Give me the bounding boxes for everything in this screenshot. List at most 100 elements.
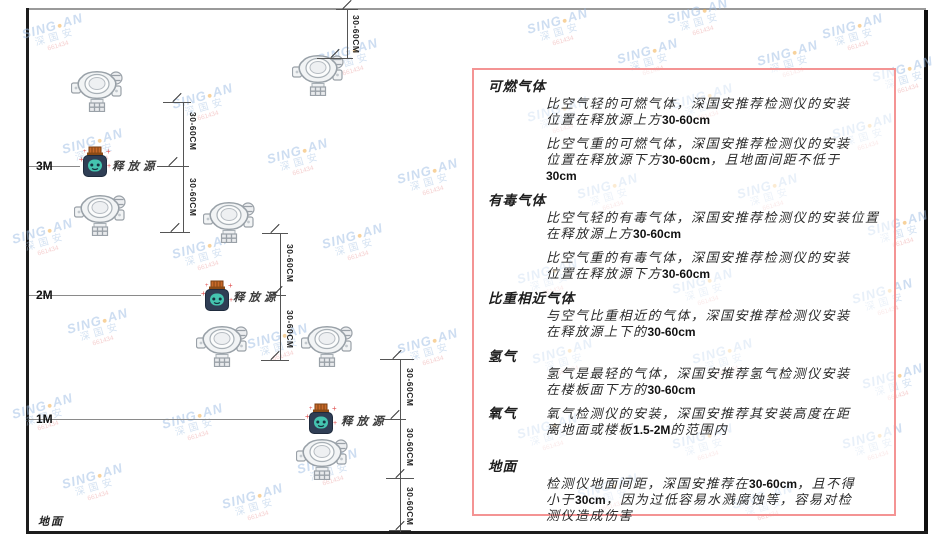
- watermark-dot-icon: ●: [900, 216, 910, 228]
- section-heading: 地面: [488, 459, 517, 474]
- text-line: 离地面或楼板1.5-2M的范围内: [546, 422, 729, 437]
- dimension-line: [400, 359, 401, 532]
- release-source-icon-2m: [200, 280, 234, 312]
- gas-detector-icon: [74, 194, 126, 236]
- watermark-cjk: 深国安: [408, 171, 453, 194]
- watermark-sub: 661434: [691, 24, 715, 38]
- level-label-1m: 1M: [36, 412, 53, 426]
- release-source-label-1m: 释放源: [341, 416, 388, 428]
- watermark-sub: 661434: [186, 429, 210, 443]
- watermark-cjk: 深国安: [678, 11, 723, 34]
- watermark-sub: 661434: [551, 34, 575, 48]
- paragraph: 比空气重的可燃气体，深国安推荐检测仪的安装 位置在释放源下方30-60cm，且地面…: [546, 136, 880, 184]
- watermark-sub: 661434: [421, 184, 445, 198]
- section-body: 与空气比重相近的气体，深国安推荐检测仪安装 在释放源上下的30-60cm: [546, 308, 880, 340]
- text-line: 检测仪地面间距，深国安推荐在30-60cm，且不得: [546, 476, 856, 491]
- panel-section: 可燃气体 比空气轻的可燃气体，深国安推荐检测仪的安装 位置在释放源上方30-60cm…: [488, 78, 880, 184]
- text-line: 30cm: [546, 169, 577, 183]
- watermark-brand: SING●AN: [220, 479, 285, 512]
- level-line-3m: [29, 166, 80, 167]
- section-heading: 比重相近气体: [488, 291, 575, 306]
- gas-detector-icon: [203, 201, 255, 243]
- watermark-cjk: 深国安: [78, 321, 123, 344]
- panel-section: 氧气 氧气检测仪的安装，深国安推荐其安装高度在距 离地面或楼板1.5-2M的范围内: [488, 406, 880, 438]
- dimension-label: 30-60CM: [285, 244, 295, 283]
- watermark-brand: SING●AN: [20, 9, 85, 42]
- text-line: 比空气轻的可燃气体，深国安推荐检测仪的安装: [546, 96, 851, 111]
- section-body: 氢气是最轻的气体，深国安推荐氢气检测仪安装 在楼板面下方的30-60cm: [546, 366, 880, 398]
- watermark-cjk: 深国安: [408, 341, 453, 364]
- watermark-sub: 661434: [291, 164, 315, 178]
- dimension-tick: [163, 102, 191, 103]
- watermark-cjk: 深国安: [538, 21, 583, 44]
- panel-section: 地面 检测仪地面间距，深国安推荐在30-60cm，且不得 小于30cm，因为过低容易…: [488, 458, 880, 524]
- dimension-tick: [317, 58, 353, 59]
- watermark-dot-icon: ●: [95, 134, 105, 146]
- left-wall-line: [26, 8, 29, 534]
- dimension-tick: [336, 9, 358, 10]
- watermark-sub: 661434: [196, 259, 220, 273]
- ceiling-line: [27, 8, 926, 10]
- watermark-brand: SING●AN: [615, 34, 680, 67]
- watermark-brand: SING●AN: [395, 324, 460, 357]
- release-source-label-2m: 释放源: [233, 292, 280, 304]
- dimension-tick: [157, 166, 189, 167]
- text-line: 比空气重的可燃气体，深国安推荐检测仪的安装: [546, 136, 851, 151]
- dimension-tick: [380, 359, 414, 360]
- gas-detector-icon: [296, 438, 348, 480]
- panel-sections: 可燃气体 比空气轻的可燃气体，深国安推荐检测仪的安装 位置在释放源上方30-60cm…: [488, 78, 880, 524]
- gas-detector-icon: [301, 325, 353, 367]
- level-label-2m: 2M: [36, 288, 53, 302]
- watermark-brand: SING●AN: [320, 219, 385, 252]
- paragraph: 比空气轻的可燃气体，深国安推荐检测仪的安装 位置在释放源上方30-60cm: [546, 96, 880, 128]
- watermark-dot-icon: ●: [300, 144, 310, 156]
- dimension-tick: [384, 419, 406, 420]
- watermark-dot-icon: ●: [55, 19, 65, 31]
- dimension-tick: [160, 232, 190, 233]
- ground-line: [26, 531, 928, 534]
- section-heading: 可燃气体: [488, 79, 546, 94]
- section-body: 比空气轻的有毒气体，深国安推荐检测仪的安装位置 在释放源上方30-60cm 比空气重…: [546, 210, 880, 282]
- section-heading: 氢气: [488, 349, 517, 364]
- watermark-dot-icon: ●: [430, 334, 440, 346]
- text-line: 比空气轻的有毒气体，深国安推荐检测仪的安装位置: [546, 210, 880, 225]
- panel-section: 氢气氢气是最轻的气体，深国安推荐氢气检测仪安装 在楼板面下方的30-60cm: [488, 348, 880, 398]
- watermark-cjk: 深国安: [333, 236, 378, 259]
- dimension-label: 30-60CM: [405, 487, 415, 526]
- text-line: 位置在释放源上方30-60cm: [546, 112, 711, 127]
- level-label-3m: 3M: [36, 159, 53, 173]
- watermark-dot-icon: ●: [45, 399, 55, 411]
- dimension-tick: [389, 530, 411, 531]
- watermark-sub: 661434: [846, 39, 870, 53]
- watermark-brand: SING●AN: [820, 9, 885, 42]
- paragraph: 比空气重的有毒气体，深国安推荐检测仪的安装 位置在释放源下方30-60cm: [546, 250, 880, 282]
- dimension-label: 30-60CM: [285, 310, 295, 349]
- gas-detector-icon: [71, 70, 123, 112]
- dimension-tick: [270, 295, 286, 296]
- watermark-sub: 661434: [46, 39, 70, 53]
- release-source-label-3m: 释放源: [112, 161, 159, 173]
- watermark-cjk: 深国安: [73, 476, 118, 499]
- watermark-sub: 661434: [196, 109, 220, 123]
- text-line: 位置在释放源下方30-60cm: [546, 266, 711, 281]
- watermark-dot-icon: ●: [45, 224, 55, 236]
- watermark-dot-icon: ●: [430, 164, 440, 176]
- section-heading: 有毒气体: [488, 193, 546, 208]
- watermark-cjk: 深国安: [23, 231, 68, 254]
- dimension-label: 30-60CM: [405, 428, 415, 467]
- dimension-line: [183, 102, 184, 232]
- ground-label: 地面: [38, 516, 64, 528]
- watermark-cjk: 深国安: [833, 26, 878, 49]
- dimension-line: [280, 233, 281, 360]
- watermark-sub: 661434: [86, 489, 110, 503]
- section-body: 氧气 氧气检测仪的安装，深国安推荐其安装高度在距 离地面或楼板1.5-2M的范围内: [488, 406, 880, 438]
- dimension-label: 30-60CM: [351, 15, 361, 54]
- watermark-brand: SING●AN: [395, 154, 460, 187]
- text-line: 氧气 氧气检测仪的安装，深国安推荐其安装高度在距: [488, 406, 851, 421]
- paragraph: 氢气是最轻的气体，深国安推荐氢气检测仪安装 在楼板面下方的30-60cm: [546, 366, 880, 398]
